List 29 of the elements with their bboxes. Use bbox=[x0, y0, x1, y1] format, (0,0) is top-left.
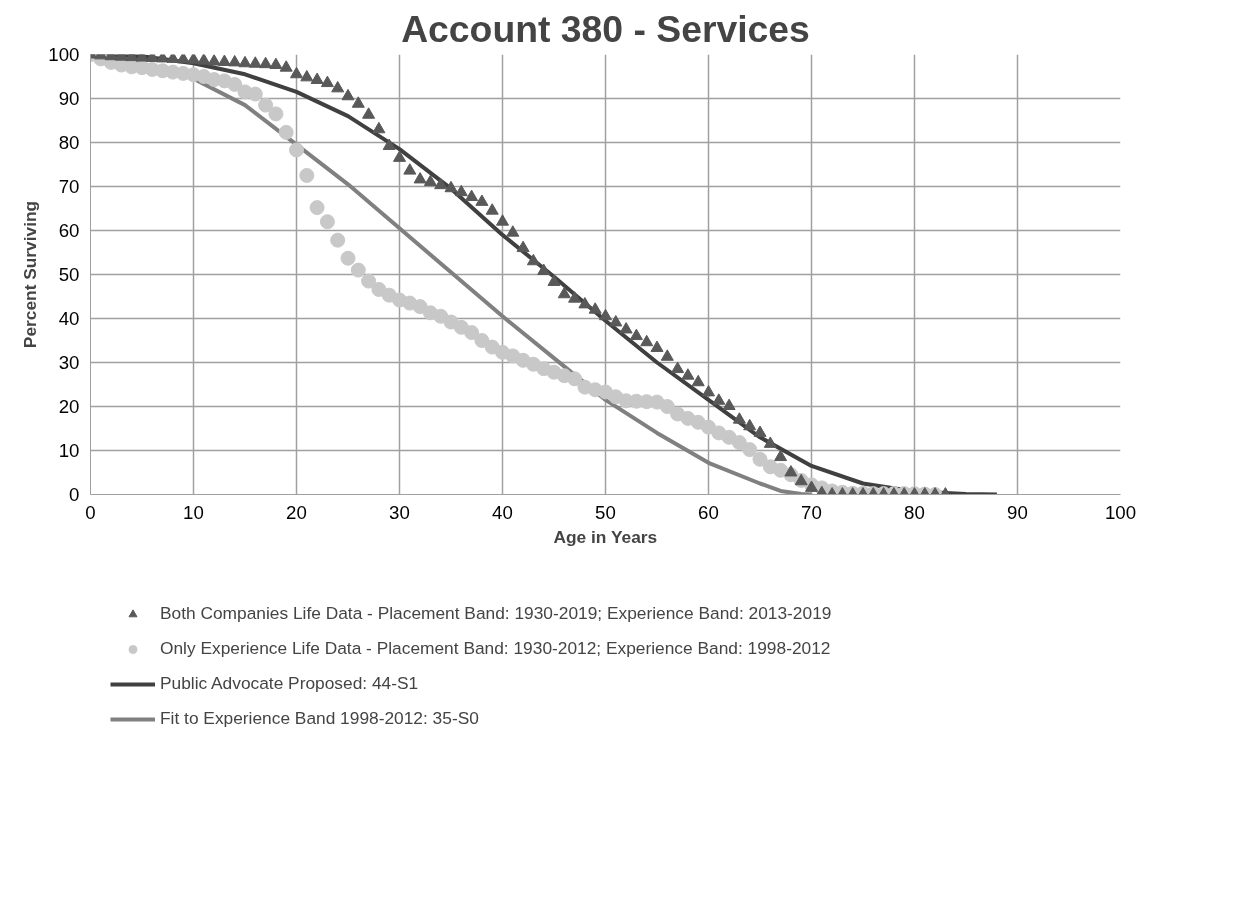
x-tick-label: 0 bbox=[85, 501, 96, 523]
x-axis-title: Age in Years bbox=[553, 526, 658, 547]
x-tick-label: 90 bbox=[1007, 501, 1028, 523]
x-tick-label: 40 bbox=[492, 501, 513, 523]
chart-title: Account 380 - Services bbox=[401, 7, 810, 50]
y-tick-label: 40 bbox=[58, 308, 80, 329]
x-tick-label: 80 bbox=[904, 501, 925, 523]
legend-label: Public Advocate Proposed: 44-S1 bbox=[160, 673, 419, 694]
x-tick-label: 50 bbox=[595, 501, 616, 523]
y-axis-title: Percent Surviving bbox=[20, 200, 41, 349]
y-tick-label: 100 bbox=[48, 44, 80, 65]
legend-label: Fit to Experience Band 1998-2012: 35-S0 bbox=[160, 708, 479, 729]
legend-label: Only Experience Life Data - Placement Band: 1930-2012; Experience Band: 1998-2012 bbox=[160, 638, 831, 659]
y-tick-label: 50 bbox=[58, 264, 80, 285]
y-tick-label: 20 bbox=[58, 396, 80, 417]
x-tick-label: 100 bbox=[1104, 501, 1137, 523]
y-tick-label: 80 bbox=[58, 132, 80, 153]
x-tick-label: 30 bbox=[389, 501, 410, 523]
y-tick-label: 70 bbox=[58, 176, 80, 197]
x-tick-label: 60 bbox=[698, 501, 719, 523]
y-tick-label: 30 bbox=[58, 352, 80, 373]
y-tick-label: 0 bbox=[69, 484, 80, 505]
y-tick-label: 60 bbox=[58, 220, 80, 241]
y-tick-label: 90 bbox=[58, 88, 80, 109]
y-tick-label: 10 bbox=[58, 440, 80, 461]
x-tick-label: 10 bbox=[183, 501, 204, 523]
legend-label: Both Companies Life Data - Placement Band: 1930-2019; Experience Band: 2013-2019 bbox=[160, 603, 832, 624]
x-tick-label: 70 bbox=[801, 501, 822, 523]
x-tick-label: 20 bbox=[286, 501, 307, 523]
